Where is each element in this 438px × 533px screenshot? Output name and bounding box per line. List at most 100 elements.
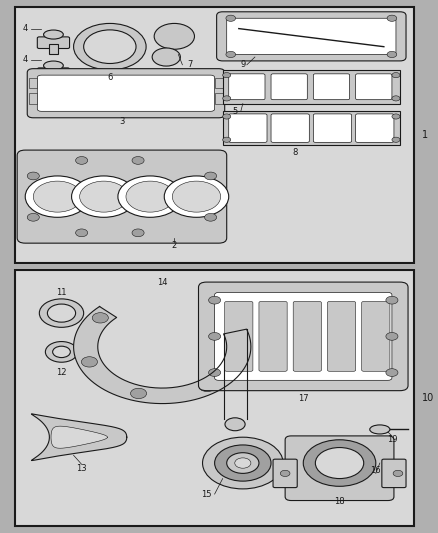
Text: 5: 5 xyxy=(232,107,237,116)
Circle shape xyxy=(231,342,247,352)
Text: 13: 13 xyxy=(76,464,87,473)
Bar xyxy=(29,93,37,103)
Circle shape xyxy=(223,114,231,119)
FancyBboxPatch shape xyxy=(223,111,400,145)
Circle shape xyxy=(172,181,221,212)
Ellipse shape xyxy=(43,30,64,39)
Circle shape xyxy=(154,23,194,49)
Circle shape xyxy=(386,333,398,340)
Ellipse shape xyxy=(370,425,390,434)
FancyBboxPatch shape xyxy=(356,74,392,100)
FancyBboxPatch shape xyxy=(271,74,307,100)
Circle shape xyxy=(387,15,397,21)
Circle shape xyxy=(202,437,283,489)
FancyBboxPatch shape xyxy=(356,114,394,142)
FancyBboxPatch shape xyxy=(37,75,215,111)
FancyBboxPatch shape xyxy=(225,302,253,372)
Circle shape xyxy=(393,470,403,477)
Bar xyxy=(49,44,58,54)
Circle shape xyxy=(74,23,146,70)
Circle shape xyxy=(152,48,180,66)
Circle shape xyxy=(386,369,398,376)
Circle shape xyxy=(27,213,39,221)
FancyBboxPatch shape xyxy=(223,70,400,103)
Text: 15: 15 xyxy=(201,490,212,498)
Text: 6: 6 xyxy=(107,73,113,82)
Circle shape xyxy=(39,299,84,327)
FancyBboxPatch shape xyxy=(17,150,227,243)
Text: 11: 11 xyxy=(56,288,67,297)
Circle shape xyxy=(84,30,136,63)
Circle shape xyxy=(392,72,400,78)
Circle shape xyxy=(392,96,400,101)
Circle shape xyxy=(227,453,259,473)
Circle shape xyxy=(205,172,217,180)
FancyBboxPatch shape xyxy=(382,459,406,488)
FancyBboxPatch shape xyxy=(229,74,265,100)
Circle shape xyxy=(223,72,231,78)
FancyBboxPatch shape xyxy=(313,114,352,142)
Circle shape xyxy=(199,381,215,392)
FancyBboxPatch shape xyxy=(285,436,394,500)
Circle shape xyxy=(76,229,88,237)
Text: 7: 7 xyxy=(188,60,193,69)
Circle shape xyxy=(223,137,231,142)
Text: 1: 1 xyxy=(422,130,428,140)
FancyBboxPatch shape xyxy=(217,12,406,61)
Circle shape xyxy=(76,157,88,164)
Text: 16: 16 xyxy=(371,466,381,475)
FancyBboxPatch shape xyxy=(15,270,414,527)
Circle shape xyxy=(131,388,147,399)
FancyBboxPatch shape xyxy=(227,18,396,54)
Text: 9: 9 xyxy=(240,60,245,69)
Circle shape xyxy=(215,445,271,481)
Text: 4: 4 xyxy=(23,24,28,33)
Circle shape xyxy=(223,96,231,101)
Polygon shape xyxy=(32,414,127,461)
Bar xyxy=(29,78,37,88)
Text: 14: 14 xyxy=(157,278,167,287)
FancyBboxPatch shape xyxy=(313,74,350,100)
Circle shape xyxy=(386,296,398,304)
Text: 3: 3 xyxy=(119,117,125,126)
Circle shape xyxy=(132,157,144,164)
Circle shape xyxy=(280,470,290,477)
Circle shape xyxy=(392,137,400,142)
Circle shape xyxy=(53,346,71,358)
Circle shape xyxy=(208,296,221,304)
Circle shape xyxy=(208,369,221,376)
Bar xyxy=(215,93,223,103)
Circle shape xyxy=(226,51,236,58)
Text: 12: 12 xyxy=(56,368,67,377)
Circle shape xyxy=(208,333,221,340)
Polygon shape xyxy=(51,426,107,448)
Text: 10: 10 xyxy=(422,393,434,403)
Bar xyxy=(49,75,58,85)
Circle shape xyxy=(80,181,128,212)
Bar xyxy=(215,78,223,88)
Circle shape xyxy=(27,172,39,180)
Circle shape xyxy=(92,313,108,323)
Circle shape xyxy=(132,229,144,237)
Text: 2: 2 xyxy=(172,241,177,250)
FancyBboxPatch shape xyxy=(259,302,287,372)
Circle shape xyxy=(126,181,174,212)
Circle shape xyxy=(392,114,400,119)
FancyBboxPatch shape xyxy=(198,282,408,391)
Circle shape xyxy=(33,181,81,212)
Circle shape xyxy=(235,458,251,468)
Circle shape xyxy=(164,176,229,217)
FancyBboxPatch shape xyxy=(37,68,70,79)
FancyBboxPatch shape xyxy=(271,114,309,142)
Circle shape xyxy=(225,418,245,431)
FancyBboxPatch shape xyxy=(27,69,225,118)
Circle shape xyxy=(81,357,98,367)
FancyBboxPatch shape xyxy=(328,302,356,372)
Text: 18: 18 xyxy=(334,497,345,506)
Ellipse shape xyxy=(43,61,64,70)
Circle shape xyxy=(315,448,364,479)
Circle shape xyxy=(25,176,90,217)
Circle shape xyxy=(205,213,217,221)
Text: 4: 4 xyxy=(23,55,28,64)
FancyBboxPatch shape xyxy=(37,37,70,49)
